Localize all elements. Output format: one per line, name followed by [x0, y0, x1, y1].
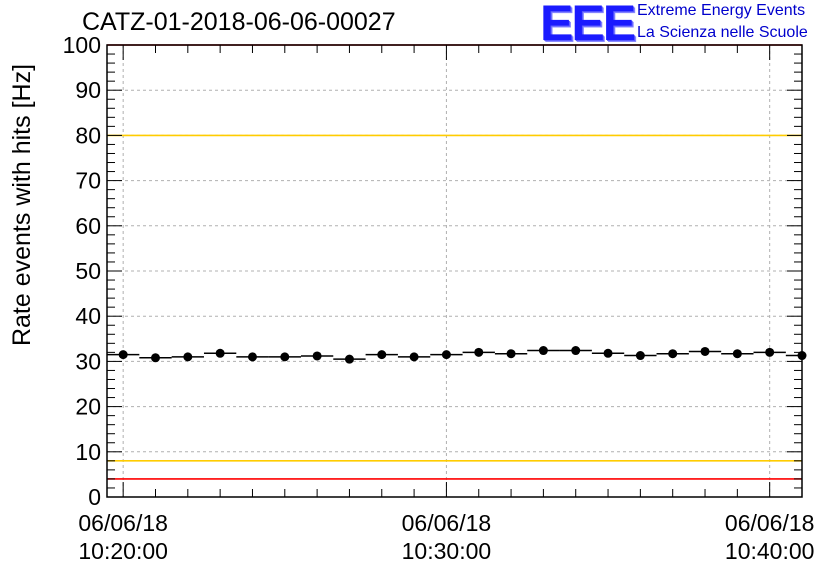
- y-tick-label: 20: [75, 394, 101, 420]
- data-point: [732, 349, 742, 359]
- data-point: [700, 346, 710, 356]
- y-tick-label: 30: [75, 348, 101, 374]
- reference-lines: [107, 44, 802, 480]
- axis-ticks: [107, 44, 803, 498]
- data-point: [765, 347, 775, 357]
- chart-title: CATZ-01-2018-06-06-00027: [82, 8, 396, 36]
- plot-frame: [106, 44, 803, 498]
- data-point: [344, 354, 354, 364]
- y-tick-label: 70: [75, 168, 101, 194]
- data-point: [571, 346, 581, 356]
- x-tick-label-time: 10:40:00: [725, 538, 815, 564]
- data-point: [215, 348, 225, 358]
- data-point: [409, 352, 419, 362]
- data-point: [474, 347, 484, 357]
- data-series: [107, 346, 807, 364]
- logo-text-line2: La Scienza nelle Scuole: [637, 24, 808, 41]
- data-point: [441, 350, 451, 360]
- eee-logo: EEE: [540, 0, 636, 51]
- y-tick-label: 80: [75, 122, 101, 148]
- data-point: [280, 352, 290, 362]
- y-tick-label: 50: [75, 258, 101, 284]
- x-tick-label-date: 06/06/18: [78, 510, 168, 536]
- data-point: [183, 352, 193, 362]
- y-tick-label: 60: [75, 213, 101, 239]
- x-tick-label-time: 10:20:00: [78, 538, 168, 564]
- grid-layer: [107, 45, 802, 497]
- x-tick-label-date: 06/06/18: [725, 510, 815, 536]
- data-point: [150, 353, 160, 363]
- logo-text-line1: Extreme Energy Events: [637, 2, 806, 19]
- data-point: [668, 349, 678, 359]
- y-tick-label: 100: [63, 32, 101, 58]
- y-tick-label: 10: [75, 439, 101, 465]
- y-tick-label: 90: [75, 77, 101, 103]
- data-point: [118, 350, 128, 360]
- data-point: [538, 346, 548, 356]
- x-tick-label-date: 06/06/18: [402, 510, 492, 536]
- data-point: [247, 352, 257, 362]
- axis-labels: 010203040506070809010006/06/1810:20:0006…: [63, 32, 815, 564]
- data-point: [312, 351, 322, 361]
- data-point: [377, 350, 387, 360]
- x-tick-label-time: 10:30:00: [402, 538, 492, 564]
- y-tick-label: 0: [88, 484, 101, 510]
- data-point: [506, 349, 516, 359]
- data-point: [635, 351, 645, 361]
- y-tick-label: 40: [75, 303, 101, 329]
- data-point: [603, 348, 613, 358]
- y-axis-label: Rate events with hits [Hz]: [8, 64, 36, 346]
